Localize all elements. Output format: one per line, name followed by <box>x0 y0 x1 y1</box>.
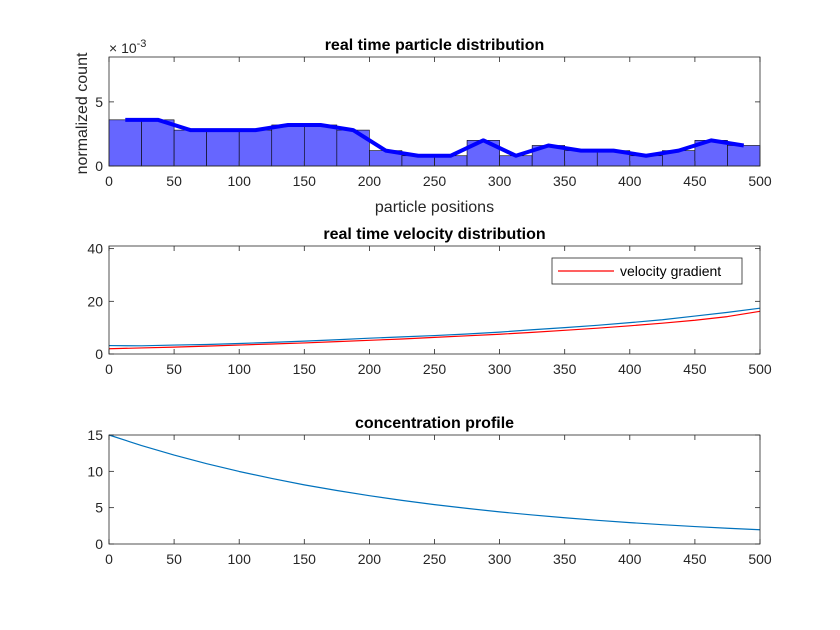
x-axis-label: particle positions <box>375 199 494 216</box>
y-tick-label: 40 <box>87 241 103 257</box>
x-tick-label: 400 <box>618 361 642 377</box>
x-tick-label: 500 <box>748 361 772 377</box>
y-tick-label: 0 <box>95 346 103 362</box>
x-tick-label: 0 <box>105 551 113 567</box>
y-axis-label: normalized count <box>74 52 91 174</box>
legend-entry: velocity gradient <box>620 263 721 279</box>
x-tick-label: 400 <box>618 173 642 189</box>
x-tick-label: 450 <box>683 361 707 377</box>
x-tick-label: 150 <box>293 361 317 377</box>
y-tick-label: 15 <box>87 427 103 443</box>
distribution-line <box>125 117 745 158</box>
subplot-3: 0 50 100 150 200 250 300 350 400 450 500 0 5 10 15 conc… <box>87 415 771 567</box>
y-tick-label: 20 <box>87 293 103 309</box>
histogram-bar <box>141 119 175 167</box>
subplot-2: 0 50 100 150 200 250 300 350 400 450 500 0 20 40 real … <box>87 226 771 377</box>
y-tick-label: 0 <box>95 536 103 552</box>
x-tick-label: 450 <box>683 551 707 567</box>
y-exponent-base: × 10 <box>109 40 137 56</box>
chart-title: real time particle distribution <box>325 37 545 54</box>
histogram-bar <box>303 124 338 167</box>
chart-title: real time velocity distribution <box>323 226 545 243</box>
histogram-bar <box>564 150 598 167</box>
x-tick-label: 50 <box>166 361 182 377</box>
x-tick-label: 500 <box>748 551 772 567</box>
x-tick-label: 350 <box>553 173 577 189</box>
x-tick-label: 250 <box>423 173 447 189</box>
x-tick-label: 0 <box>105 361 113 377</box>
histogram-bar <box>173 129 207 167</box>
histogram-bar <box>206 129 240 167</box>
x-tick-label: 300 <box>488 173 512 189</box>
y-exponent-label: × 10-3 <box>109 38 146 56</box>
histogram-bar <box>727 145 761 167</box>
legend: velocity gradient <box>551 257 743 285</box>
x-tick-label: 0 <box>105 173 113 189</box>
x-tick-label: 250 <box>423 361 447 377</box>
x-tick-label: 100 <box>228 361 252 377</box>
histogram-bar <box>108 119 142 167</box>
x-tick-label: 250 <box>423 551 447 567</box>
x-tick-label: 200 <box>358 551 382 567</box>
x-tick-label: 450 <box>683 173 707 189</box>
series-line-2 <box>108 310 761 350</box>
y-tick-label: 5 <box>95 500 103 516</box>
series-line-1 <box>108 434 761 531</box>
x-tick-label: 200 <box>358 361 382 377</box>
x-tick-label: 50 <box>166 173 182 189</box>
chart-title: concentration profile <box>355 415 514 432</box>
histogram-bar <box>238 129 273 167</box>
x-tick-label: 500 <box>748 173 772 189</box>
x-tick-label: 100 <box>228 551 252 567</box>
axes-background <box>109 435 760 544</box>
x-tick-label: 100 <box>228 173 252 189</box>
y-exponent-power: -3 <box>137 38 147 50</box>
series-line-1 <box>108 307 761 347</box>
x-tick-label: 50 <box>166 551 182 567</box>
x-tick-label: 350 <box>553 551 577 567</box>
x-tick-label: 200 <box>358 173 382 189</box>
x-tick-label: 300 <box>488 361 512 377</box>
x-tick-label: 400 <box>618 551 642 567</box>
histogram-bar <box>271 124 305 167</box>
y-tick-label: 5 <box>95 94 103 110</box>
y-tick-label: 10 <box>87 463 103 479</box>
x-tick-label: 150 <box>293 173 317 189</box>
x-tick-label: 350 <box>553 361 577 377</box>
x-tick-label: 300 <box>488 551 512 567</box>
y-tick-label: 0 <box>95 158 103 174</box>
subplot-1: 0 50 100 150 200 250 300 350 400 450 500 0 5 real tim… <box>74 37 772 216</box>
x-tick-label: 150 <box>293 551 317 567</box>
